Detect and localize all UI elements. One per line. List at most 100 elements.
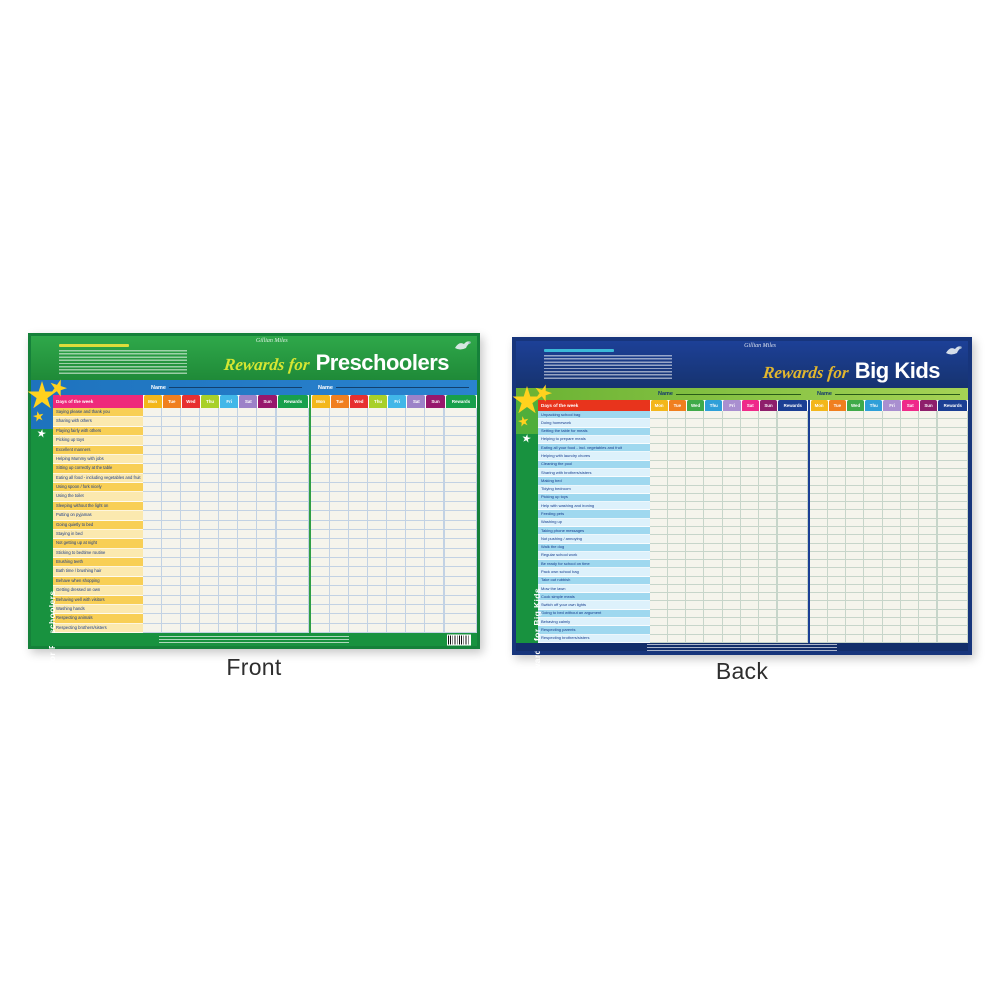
day-cell (900, 634, 919, 643)
day-cell (330, 417, 350, 427)
group-divider (309, 548, 311, 558)
day-cell (722, 584, 741, 594)
rewards-cell (936, 568, 968, 577)
rewards-cell (276, 548, 309, 558)
day-cell (810, 551, 829, 561)
day-cell (810, 568, 829, 577)
day-cell (668, 427, 687, 436)
day-cell (162, 586, 182, 596)
day-cell (918, 493, 937, 503)
day-cell (330, 426, 350, 437)
day-cell (387, 473, 407, 483)
day-cell (238, 604, 258, 615)
task-row: Respecting parents (538, 626, 968, 635)
title-main: Big Kids (854, 358, 941, 383)
day-cell (406, 558, 426, 568)
day-cell (181, 454, 201, 465)
group-divider (808, 551, 810, 561)
day-cell (650, 485, 669, 494)
day-cell (406, 501, 426, 512)
rewards-cell (776, 477, 808, 486)
day-cell (238, 595, 258, 605)
day-cell (238, 576, 258, 587)
day-cell (704, 419, 723, 428)
cell-group (311, 473, 477, 483)
cell-group (810, 568, 968, 577)
day-cell (704, 435, 723, 445)
cell-group (311, 539, 477, 549)
day-cell (758, 468, 777, 478)
day-cell (387, 483, 407, 493)
day-cell (387, 501, 407, 512)
day-cell (387, 586, 407, 596)
day-cell (238, 492, 258, 502)
rewards-cell (776, 502, 808, 511)
day-cell (846, 535, 865, 544)
instructions-text (59, 344, 187, 374)
cell-group (650, 477, 808, 486)
cell-group (311, 520, 477, 530)
day-cell (668, 543, 687, 552)
day-cell (406, 445, 426, 455)
cell-group (143, 408, 309, 418)
day-cell (143, 614, 163, 624)
day-cell (143, 576, 163, 587)
rewards-cell (444, 436, 477, 446)
title-main: Preschoolers (315, 350, 450, 375)
rewards-cell (444, 539, 477, 549)
day-cell (686, 576, 705, 585)
day-cell (425, 586, 445, 596)
cell-group (810, 427, 968, 436)
rewards-cell (276, 595, 309, 605)
day-cell (882, 568, 901, 577)
day-cell (740, 535, 759, 544)
day-cell (758, 593, 777, 602)
day-cell (810, 493, 829, 503)
day-cell (219, 426, 239, 437)
day-cell (758, 419, 777, 428)
day-cell (810, 460, 829, 469)
day-cell (882, 477, 901, 486)
task-row: Respecting brothers/sisters (538, 634, 968, 643)
day-cell (368, 408, 388, 418)
day-cell (722, 427, 741, 436)
day-cell (650, 452, 669, 461)
day-cell (143, 529, 163, 540)
sidebar: Rewards for Preschoolers (27, 395, 53, 705)
task-label: Going quietly to bed (53, 520, 143, 530)
day-cell (162, 454, 182, 465)
day-tab: Fri (220, 395, 239, 408)
day-cell (686, 584, 705, 594)
task-rows: Saying please and thank you Sharing with … (53, 408, 477, 633)
day-cell (704, 460, 723, 469)
day-cell (219, 445, 239, 455)
rewards-cell (936, 518, 968, 527)
task-row: Pack own school bag (538, 568, 968, 577)
day-cell (257, 539, 277, 549)
rewards-cell (444, 548, 477, 558)
task-row: Behaving calmly (538, 618, 968, 627)
cell-group (650, 568, 808, 577)
day-cell (918, 526, 937, 536)
day-cell (686, 551, 705, 561)
day-cell (758, 435, 777, 445)
rewards-cell (776, 568, 808, 577)
day-cell (740, 568, 759, 577)
rewards-cell (276, 483, 309, 493)
day-tab: Tue (162, 395, 181, 408)
day-cell (181, 529, 201, 540)
cell-group (143, 586, 309, 596)
task-row: Saying please and thank you (53, 408, 477, 418)
group-divider (309, 520, 311, 530)
cell-group (311, 614, 477, 624)
rewards-cell (444, 417, 477, 427)
group-divider (808, 609, 810, 619)
day-tab: Thu (368, 395, 388, 408)
day-cell (900, 601, 919, 610)
day-cell (311, 576, 331, 587)
day-cell (686, 634, 705, 643)
day-cell (425, 529, 445, 540)
day-cell (311, 417, 331, 427)
day-cell (828, 460, 847, 469)
day-cell (918, 601, 937, 610)
